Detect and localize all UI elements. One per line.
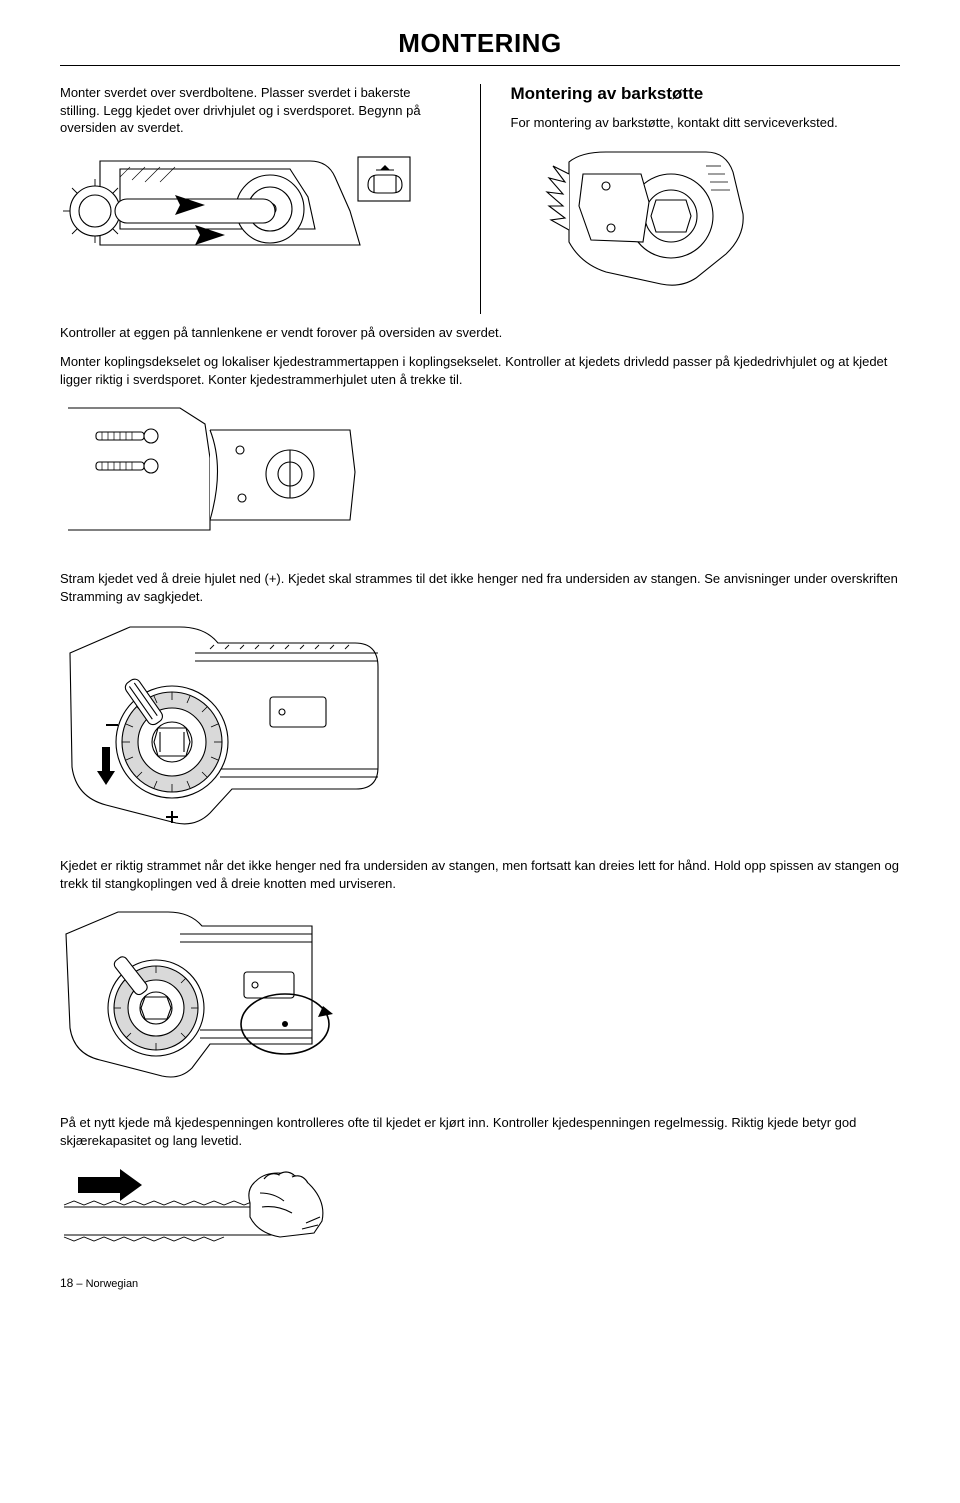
left-paragraph-1: Monter sverdet over sverdboltene. Plasse… — [60, 84, 450, 137]
column-divider — [480, 84, 481, 314]
right-heading: Montering av barkstøtte — [511, 84, 901, 104]
left-paragraph-5: Kjedet er riktig strammet når det ikke h… — [60, 857, 900, 892]
right-column: Montering av barkstøtte For montering av… — [511, 84, 901, 314]
left-paragraph-4: Stram kjedet ved å dreie hjulet ned (+).… — [60, 570, 900, 605]
footer-dash: – — [73, 1278, 85, 1290]
illustration-mount-bar — [60, 149, 450, 279]
illustration-bark-support — [511, 144, 901, 294]
footer-language: Norwegian — [86, 1278, 139, 1290]
left-paragraph-3: Monter koplingsdekselet og lokaliser kje… — [60, 353, 900, 388]
illustration-tighten-knob — [60, 904, 900, 1094]
right-paragraph-1: For montering av barkstøtte, kontakt dit… — [511, 114, 901, 132]
title-rule — [60, 65, 900, 66]
left-paragraph-6: På et nytt kjede må kjedespenningen kont… — [60, 1114, 900, 1149]
page-footer: 18 – Norwegian — [60, 1276, 900, 1290]
page-title: MONTERING — [60, 28, 900, 59]
illustration-cover — [60, 400, 900, 550]
left-paragraph-2: Kontroller at eggen på tannlenkene er ve… — [60, 324, 900, 342]
left-column: Monter sverdet over sverdboltene. Plasse… — [60, 84, 450, 314]
illustration-tension-wheel — [60, 617, 900, 837]
illustration-check-tension — [60, 1161, 900, 1251]
footer-page-number: 18 — [60, 1276, 73, 1290]
two-column-layout: Monter sverdet over sverdboltene. Plasse… — [60, 84, 900, 314]
